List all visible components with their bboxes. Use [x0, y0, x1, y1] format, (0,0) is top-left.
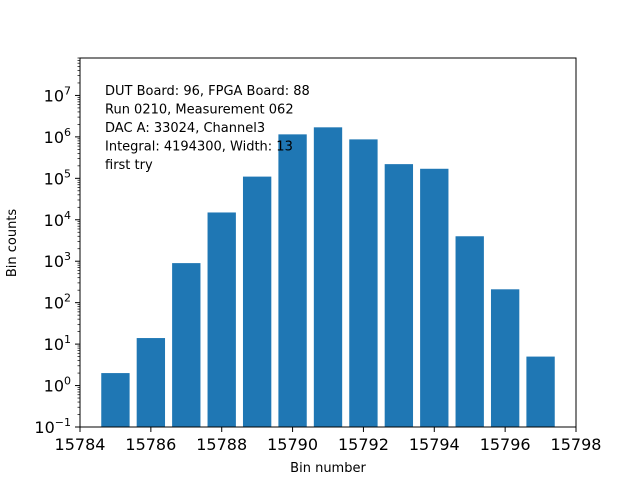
y-tick-label: 105 [44, 167, 71, 188]
y-tick-label: 103 [44, 250, 71, 271]
bar-15787 [172, 263, 201, 427]
x-tick-label: 15786 [125, 435, 176, 454]
annotation-line: first try [105, 158, 153, 173]
x-tick-label: 15788 [196, 435, 247, 454]
bar-15796 [490, 289, 520, 427]
bar-15794 [420, 168, 449, 427]
bar-15791 [313, 127, 343, 427]
plot-frame [79, 57, 577, 428]
x-tick-label: 15796 [480, 435, 531, 454]
annotation-line: Integral: 4194300, Width: 13 [105, 140, 293, 155]
x-tick-label: 15790 [267, 435, 318, 454]
x-tick-label: 15798 [551, 435, 602, 454]
bar-15785 [101, 373, 130, 427]
bar-15788 [207, 212, 236, 427]
y-tick-label: 100 [44, 375, 71, 396]
y-tick-label: 104 [44, 209, 71, 230]
annotation-line: DUT Board: 96, FPGA Board: 88 [105, 84, 310, 99]
annotation-line: Run 0210, Measurement 062 [105, 103, 294, 118]
bar-15790 [278, 134, 307, 428]
x-axis-label: Bin number [290, 461, 366, 476]
bar-15789 [242, 176, 272, 427]
y-axis-ticks: 10−1 100 101 102 103 104 105 106 107 [34, 57, 80, 437]
bars-group [101, 127, 555, 428]
bar-15793 [384, 164, 414, 428]
y-tick-label: 10−1 [34, 416, 71, 437]
y-tick-label: 106 [44, 126, 71, 147]
bar-15786 [136, 338, 166, 427]
y-tick-label: 101 [44, 333, 71, 354]
bar-15797 [526, 356, 555, 427]
y-tick-label: 107 [44, 84, 71, 105]
y-axis-label: Bin counts [5, 209, 20, 278]
annotation-block: DUT Board: 96, FPGA Board: 88 Run 0210, M… [105, 84, 310, 173]
bar-15792 [349, 139, 378, 428]
x-tick-label: 15784 [55, 435, 106, 454]
bar-15795 [455, 236, 484, 427]
x-axis-ticks: 15784 15786 15788 15790 15792 15794 15796 15798 [55, 427, 602, 454]
y-tick-label: 102 [44, 292, 71, 313]
x-tick-label: 15792 [338, 435, 389, 454]
x-tick-label: 15794 [409, 435, 460, 454]
annotation-line: DAC A: 33024, Channel3 [105, 121, 265, 136]
